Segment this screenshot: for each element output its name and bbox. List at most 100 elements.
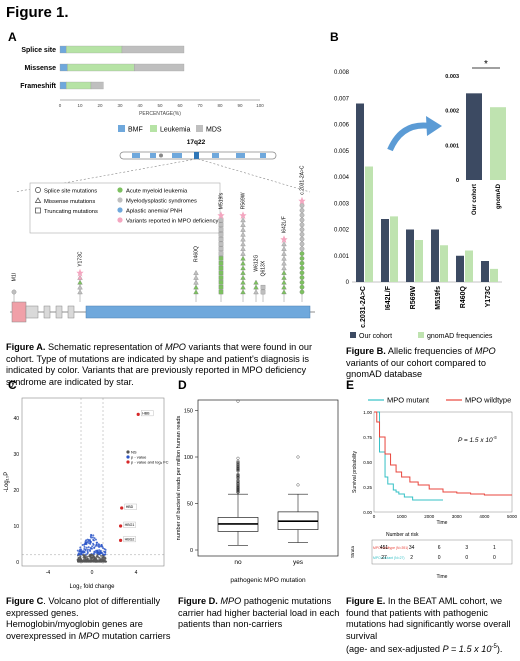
e-y-tick: 0.00 (363, 510, 372, 515)
d-outlier (296, 483, 300, 487)
bar-tick-label: 70 (197, 103, 203, 108)
c-point (100, 545, 103, 548)
volcano-legend: NS p - value p - value and log₂ FC (126, 450, 169, 465)
d-outlier (296, 455, 300, 459)
d-outlier (236, 488, 240, 492)
lollipop-triangle (281, 241, 287, 247)
lollipop-triangle (193, 279, 199, 285)
lollipop-square (218, 270, 224, 276)
c-point (92, 555, 95, 558)
d-y-tick: 50 (187, 502, 193, 508)
lollipop-square (218, 241, 224, 247)
lollipop-triangle (240, 255, 246, 261)
b-bar-our-cohort (356, 103, 364, 282)
lollipop-square (218, 280, 224, 285)
lollipop-circle (299, 227, 305, 232)
lollipop-circle (299, 217, 305, 223)
b-y-tick: 0.007 (334, 96, 350, 102)
legend-wildtype: MPO wildtype (465, 396, 511, 405)
bar-tick-label: 0 (59, 103, 62, 108)
c-point (90, 547, 93, 550)
c-point (77, 557, 80, 560)
c-point (81, 551, 84, 554)
survival-pvalue: P = 1.5 x 10-5 (458, 435, 497, 444)
lollipop-circle (299, 280, 305, 285)
c-point (89, 560, 92, 563)
lollipop-square (218, 251, 224, 256)
bar-x-label: PERCENTAGE(%) (139, 111, 181, 117)
c-y-tick: 20 (13, 488, 19, 494)
inset-significance: * (484, 60, 488, 70)
variant-label: Q613X (261, 260, 267, 276)
lollipop-triangle (253, 284, 259, 290)
bar-tick-label: 40 (137, 103, 143, 108)
c-point (93, 551, 96, 554)
lollipop-triangle (281, 246, 287, 251)
inset-y-tick: 0.003 (445, 74, 459, 80)
lollipop-circle (11, 289, 17, 295)
e-x-tick: 2000 (424, 514, 435, 519)
legend-truncating: Truncating mutations (44, 209, 98, 215)
d-outlier (236, 474, 240, 478)
c-point (104, 550, 107, 553)
caption-b: Figure B. Allelic frequencies of MPO var… (346, 346, 516, 381)
caption-e-exp: -5 (491, 644, 497, 650)
c-point (76, 549, 79, 552)
lollipop-triangle (240, 270, 246, 275)
caption-c-gene: MPO (78, 630, 100, 641)
c-point (87, 559, 90, 562)
c-point (85, 546, 88, 549)
lollipop-triangle (253, 279, 259, 285)
chromosome-band-label: 17q22 (187, 139, 206, 146)
c-point (81, 543, 84, 546)
lollipop-circle (299, 222, 305, 228)
c-point (87, 540, 90, 543)
c-point (98, 551, 101, 554)
caption-d-t2: pathogenic mutations carrier had higher … (178, 596, 340, 629)
d-outlier (236, 462, 240, 466)
survival-curves (374, 411, 512, 501)
lollipop-square (218, 260, 224, 266)
c-point (96, 555, 99, 558)
c-point (104, 560, 107, 563)
e-y-tick: 0.75 (363, 435, 372, 440)
risk-count: 0 (465, 555, 468, 561)
c-point (99, 554, 102, 557)
c-y-tick: 40 (13, 416, 19, 422)
bar-segment-leukemia (67, 63, 135, 72)
lollipop-triangle (77, 279, 83, 285)
c-point (90, 557, 93, 560)
bar-row-label: Frameshift (20, 83, 56, 90)
variant-label: W612G (254, 255, 260, 272)
lollipop-triangle (281, 270, 287, 275)
legend-mpo-deficiency: Variants reported in MPO deficiency (126, 219, 218, 225)
risk-count: 2 (410, 555, 413, 561)
panel-a-figure: Splice site Missense Frameshift 0 10 20 30 40 5… (10, 45, 315, 323)
variant-label: M1I (12, 273, 18, 281)
e-frame (373, 411, 513, 513)
panel-c-volcano: 0 10 20 30 40 -4 0 4 HBB HBD HBG1 HBG2 NS p - valu… (4, 397, 169, 590)
volcano-axis: 0 10 20 30 40 -4 0 4 (13, 398, 164, 576)
lollipop-circle (299, 260, 305, 266)
c-point (79, 559, 82, 562)
c-point (84, 540, 87, 543)
legend-mds-long: Myelodysplastic syndromes (126, 199, 197, 205)
d-outlier (236, 459, 240, 463)
e-y-tick: 0.50 (363, 460, 372, 465)
legend-leukemia: Leukemia (160, 127, 190, 134)
lollipop-triangle (240, 246, 246, 251)
caption-e-t3: (age- and sex-adjusted (346, 644, 443, 655)
c-point (100, 558, 103, 561)
allele-frequency-axis: 0 0.001 0.002 0.003 0.004 0.005 0.006 0.007 0.00… (334, 70, 502, 286)
d-y-tick: 100 (184, 455, 193, 461)
bar-tick-label: 90 (237, 103, 243, 108)
lollipop-triangle (193, 289, 199, 295)
survival-legend: MPO mutant MPO wildtype (368, 396, 511, 405)
c-point (86, 555, 89, 558)
bar-segment-leukemia (66, 81, 92, 90)
e-x-tick: 5000 (507, 514, 518, 519)
inset-category-label: Our cohort (472, 184, 478, 215)
b-bar-our-cohort (456, 255, 464, 282)
b-category-label: R569W (410, 286, 417, 310)
bar-tick-label: 10 (77, 103, 83, 108)
